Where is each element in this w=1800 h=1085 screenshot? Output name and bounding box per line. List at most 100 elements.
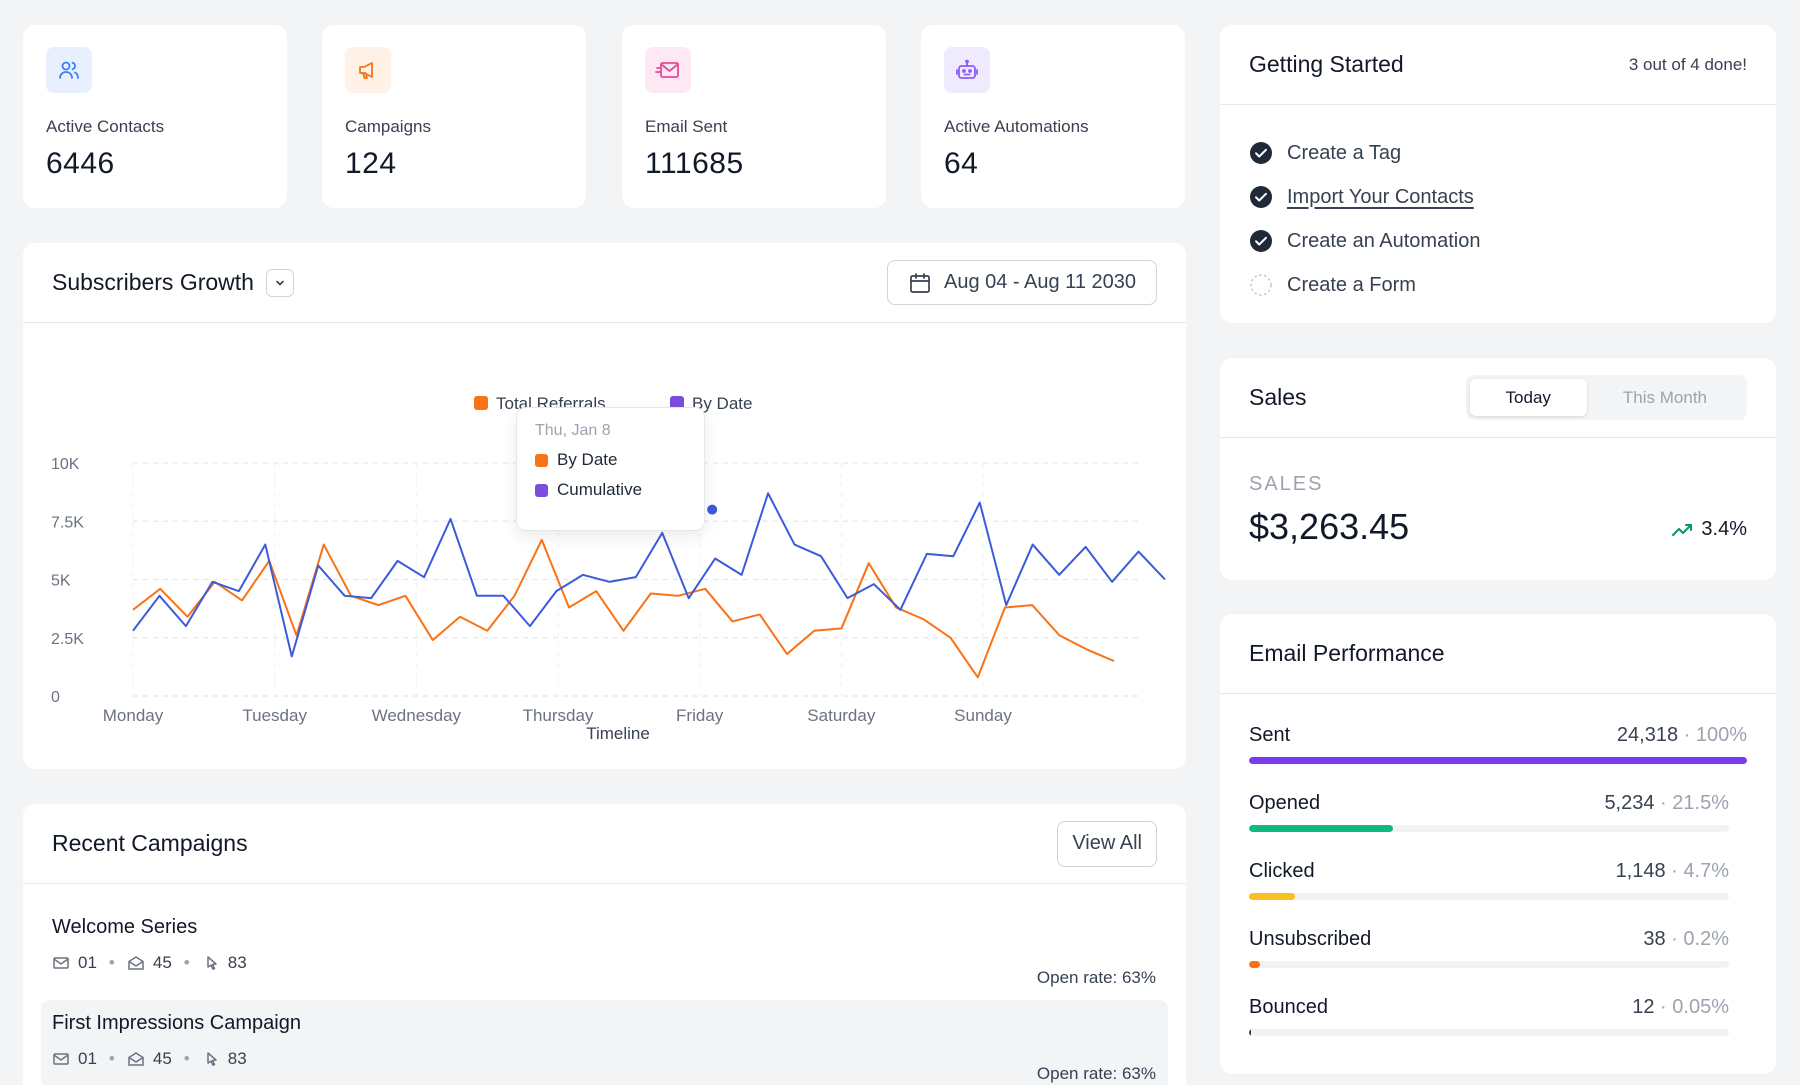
import-contacts-link[interactable]: Import Your Contacts (1287, 185, 1474, 208)
perf-row: Bounced 12 · 0.05% (1249, 996, 1747, 1019)
perf-bar-fill (1249, 757, 1747, 764)
perf-count: 38 (1643, 928, 1666, 950)
check-circle-icon (1250, 142, 1272, 164)
pending-circle-icon (1250, 274, 1272, 296)
stat-card-email-sent: Email Sent 111685 (622, 25, 886, 208)
date-range-picker[interactable]: Aug 04 - Aug 11 2030 (886, 260, 1157, 305)
perf-percent: 4.7% (1683, 860, 1729, 882)
recent-title: Recent Campaigns (52, 830, 248, 856)
perf-header: Email Performance (1220, 614, 1776, 694)
perf-row: Unsubscribed 38 · 0.2% (1249, 928, 1747, 951)
sales-title: Sales (1249, 384, 1307, 410)
campaign-row[interactable]: First Impressions Campaign 01 • 45 • 83 … (41, 1000, 1168, 1085)
perf-bar-track (1249, 757, 1747, 764)
perf-count: 5,234 (1604, 792, 1655, 814)
legend-swatch (474, 396, 488, 410)
check-circle-icon (1250, 230, 1272, 252)
perf-bar-track (1249, 1029, 1729, 1036)
tooltip-row: Cumulative (535, 480, 686, 500)
started-item-create-tag[interactable]: Create a Tag (1249, 131, 1747, 175)
sent-count: 01 (78, 1049, 97, 1068)
perf-item-bounced: Bounced 12 · 0.05% (1249, 996, 1747, 1064)
perf-separator: · (1678, 724, 1696, 746)
legend-swatch (535, 453, 548, 467)
view-all-button[interactable]: View All (1057, 820, 1157, 867)
perf-row: Clicked 1,148 · 4.7% (1249, 860, 1747, 883)
sales-period-toggle: Today This Month (1465, 375, 1747, 420)
subscribers-growth-card: Subscribers Growth Aug 04 - Aug 11 2030 … (23, 243, 1186, 769)
sales-header: Sales Today This Month (1220, 358, 1776, 438)
perf-stats: 5,234 · 21.5% (1604, 792, 1729, 815)
perf-separator: · (1665, 860, 1684, 882)
growth-header: Subscribers Growth Aug 04 - Aug 11 2030 (23, 243, 1186, 323)
mail-open-icon (128, 956, 144, 970)
x-tick-label: Sunday (954, 706, 1012, 725)
started-list: Create a Tag Import Your Contacts Create… (1220, 105, 1776, 323)
started-item-create-form[interactable]: Create a Form (1249, 263, 1747, 307)
y-tick-label: 7.5K (51, 514, 84, 531)
sales-card: Sales Today This Month SALES $3,263.45 3… (1220, 358, 1776, 580)
trend-up-icon (1672, 523, 1693, 536)
stat-label: Campaigns (345, 117, 431, 136)
perf-list: Sent 24,318 · 100% Opened 5,234 · 21.5% Clic… (1220, 694, 1776, 1064)
perf-stats: 38 · 0.2% (1643, 928, 1729, 951)
open-rate: Open rate: 63% (1036, 968, 1156, 987)
legend-label: By Date (692, 394, 752, 413)
cursor-click-icon (207, 1052, 217, 1066)
stat-value: 6446 (46, 147, 115, 180)
perf-bar-fill (1249, 1029, 1252, 1036)
perf-row: Sent 24,318 · 100% (1249, 724, 1747, 747)
stat-value: 111685 (645, 147, 744, 180)
chevron-down-icon (276, 280, 284, 286)
recent-campaigns-card: Recent Campaigns View All Welcome Series… (23, 804, 1186, 1085)
campaign-meta: 01 • 45 • 83 (52, 953, 1157, 973)
campaign-row[interactable]: Welcome Series 01 • 45 • 83 Open rate: 6… (41, 904, 1168, 992)
perf-bar-track (1249, 825, 1729, 832)
tooltip-row-label: Cumulative (557, 480, 643, 499)
tooltip-row-label: By Date (557, 450, 618, 469)
perf-row: Opened 5,234 · 21.5% (1249, 792, 1747, 815)
perf-bar-track (1249, 893, 1729, 900)
perf-bar-fill (1249, 893, 1295, 900)
perf-bar-track (1249, 961, 1729, 968)
calendar-icon (910, 272, 930, 293)
x-tick-label: Wednesday (372, 706, 462, 725)
tab-today[interactable]: Today (1469, 379, 1587, 416)
tab-this-month[interactable]: This Month (1622, 387, 1707, 407)
stat-card-active-automations: Active Automations 64 (921, 25, 1185, 208)
started-header: Getting Started 3 out of 4 done! (1220, 25, 1776, 105)
campaign-meta: 01 • 45 • 83 (52, 1049, 1157, 1069)
started-item-label: Create a Tag (1287, 141, 1402, 164)
started-progress: 3 out of 4 done! (1628, 54, 1747, 74)
stat-card-campaigns: Campaigns 124 (322, 25, 586, 208)
perf-label: Clicked (1249, 860, 1315, 882)
perf-stats: 1,148 · 4.7% (1616, 860, 1729, 883)
perf-separator: · (1654, 792, 1673, 814)
email-performance-card: Email Performance Sent 24,318 · 100% Opene… (1220, 614, 1776, 1074)
series-line-total-referrals (132, 538, 1115, 679)
started-item-create-automation[interactable]: Create an Automation (1249, 219, 1747, 263)
perf-percent: 100% (1695, 724, 1747, 746)
clicked-count: 83 (227, 953, 247, 972)
growth-dropdown-button[interactable] (265, 268, 294, 297)
opened-count: 45 (152, 1049, 172, 1068)
stat-card-active-contacts: Active Contacts 6446 (23, 25, 287, 208)
campaign-name: First Impressions Campaign (52, 1012, 301, 1034)
perf-percent: 0.2% (1683, 928, 1729, 950)
recent-header: Recent Campaigns View All (23, 804, 1186, 884)
perf-percent: 21.5% (1672, 792, 1729, 814)
series-line-by-date (132, 492, 1166, 658)
sales-amount: $3,263.45 (1249, 506, 1410, 547)
stat-label: Email Sent (645, 117, 728, 136)
perf-separator: · (1654, 996, 1673, 1018)
separator-dot: • (183, 953, 190, 972)
growth-title: Subscribers Growth (52, 269, 254, 295)
perf-title: Email Performance (1249, 640, 1445, 666)
mail-icon (53, 957, 69, 969)
cursor-click-icon (207, 956, 217, 970)
check-circle-icon (1250, 186, 1272, 208)
started-item-import-contacts[interactable]: Import Your Contacts (1249, 175, 1747, 219)
x-tick-label: Monday (103, 706, 164, 725)
stat-label: Active Automations (944, 117, 1089, 136)
sales-caption: SALES (1249, 473, 1324, 495)
